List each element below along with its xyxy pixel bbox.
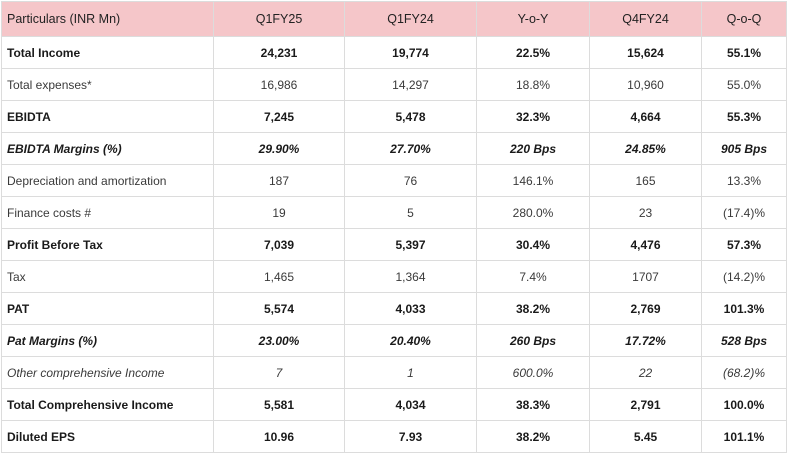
cell-q4fy24: 2,791 — [589, 388, 702, 421]
cell-qoq: (14.2)% — [701, 260, 787, 293]
cell-qoq: 55.3% — [701, 100, 787, 133]
cell-qoq: 13.3% — [701, 164, 787, 197]
cell-q1fy24: 14,297 — [344, 68, 477, 101]
cell-q1fy24: 7.93 — [344, 420, 477, 453]
cell-q1fy25: 187 — [213, 164, 345, 197]
cell-yoy: 38.2% — [476, 292, 590, 325]
cell-yoy: 146.1% — [476, 164, 590, 197]
cell-qoq: 528 Bps — [701, 324, 787, 357]
cell-q1fy25: 1,465 — [213, 260, 345, 293]
cell-q1fy25: 23.00% — [213, 324, 345, 357]
cell-particulars: Depreciation and amortization — [1, 164, 214, 197]
table-row: EBIDTA 7,245 5,478 32.3% 4,664 55.3% — [1, 100, 787, 133]
cell-particulars: Tax — [1, 260, 214, 293]
cell-yoy: 280.0% — [476, 196, 590, 229]
header-q1fy24: Q1FY24 — [344, 1, 477, 37]
cell-q4fy24: 23 — [589, 196, 702, 229]
cell-q4fy24: 22 — [589, 356, 702, 389]
cell-q4fy24: 24.85% — [589, 132, 702, 165]
cell-yoy: 18.8% — [476, 68, 590, 101]
cell-particulars: Total Income — [1, 36, 214, 69]
cell-qoq: 101.1% — [701, 420, 787, 453]
cell-yoy: 220 Bps — [476, 132, 590, 165]
cell-q4fy24: 17.72% — [589, 324, 702, 357]
cell-particulars: Other comprehensive Income — [1, 356, 214, 389]
cell-q1fy24: 1,364 — [344, 260, 477, 293]
cell-q4fy24: 165 — [589, 164, 702, 197]
table-row: PAT 5,574 4,033 38.2% 2,769 101.3% — [1, 292, 787, 325]
cell-qoq: (68.2)% — [701, 356, 787, 389]
cell-q1fy25: 24,231 — [213, 36, 345, 69]
table-row: Depreciation and amortization 187 76 146.1%… — [1, 164, 787, 197]
cell-q1fy25: 5,581 — [213, 388, 345, 421]
cell-q1fy24: 27.70% — [344, 132, 477, 165]
cell-yoy: 38.3% — [476, 388, 590, 421]
cell-particulars: EBIDTA — [1, 100, 214, 133]
header-particulars: Particulars (INR Mn) — [1, 1, 214, 37]
cell-q1fy24: 5,397 — [344, 228, 477, 261]
cell-yoy: 260 Bps — [476, 324, 590, 357]
cell-particulars: Finance costs # — [1, 196, 214, 229]
cell-q4fy24: 15,624 — [589, 36, 702, 69]
cell-q4fy24: 4,476 — [589, 228, 702, 261]
table-row: Diluted EPS 10.96 7.93 38.2% 5.45 101.1% — [1, 420, 787, 453]
cell-q1fy24: 20.40% — [344, 324, 477, 357]
cell-q1fy24: 4,034 — [344, 388, 477, 421]
cell-yoy: 22.5% — [476, 36, 590, 69]
cell-q1fy24: 19,774 — [344, 36, 477, 69]
table-row: Finance costs #19 5 280.0% 23 (17.4)% — [1, 196, 787, 229]
cell-q1fy25: 16,986 — [213, 68, 345, 101]
table-row: Pat Margins (%) 23.00% 20.40% 260 Bps 17.72%… — [1, 324, 787, 357]
cell-q1fy25: 10.96 — [213, 420, 345, 453]
table-row: Total expenses* 16,986 14,297 18.8% 10,960 55… — [1, 68, 787, 101]
cell-q1fy25: 19 — [213, 196, 345, 229]
cell-q1fy24: 4,033 — [344, 292, 477, 325]
cell-qoq: 55.1% — [701, 36, 787, 69]
cell-yoy: 30.4% — [476, 228, 590, 261]
cell-particulars: EBIDTA Margins (%) — [1, 132, 214, 165]
cell-q1fy25: 5,574 — [213, 292, 345, 325]
table-row: EBIDTA Margins (%) 29.90% 27.70% 220 Bps 24.… — [1, 132, 787, 165]
cell-particulars: Total expenses* — [1, 68, 214, 101]
cell-particulars: Diluted EPS — [1, 420, 214, 453]
cell-yoy: 32.3% — [476, 100, 590, 133]
cell-particulars: Total Comprehensive Income — [1, 388, 214, 421]
header-qoq: Q-o-Q — [701, 1, 787, 37]
cell-particulars: Pat Margins (%) — [1, 324, 214, 357]
cell-q4fy24: 1707 — [589, 260, 702, 293]
table-row: Other comprehensive Income 7 1 600.0% 22 (68.… — [1, 356, 787, 389]
cell-yoy: 7.4% — [476, 260, 590, 293]
cell-q1fy24: 5 — [344, 196, 477, 229]
cell-q1fy25: 7 — [213, 356, 345, 389]
cell-qoq: 55.0% — [701, 68, 787, 101]
table-row: Profit Before Tax 7,039 5,397 30.4% 4,476 57.… — [1, 228, 787, 261]
cell-q4fy24: 5.45 — [589, 420, 702, 453]
cell-qoq: (17.4)% — [701, 196, 787, 229]
cell-q1fy24: 76 — [344, 164, 477, 197]
cell-q4fy24: 2,769 — [589, 292, 702, 325]
cell-qoq: 905 Bps — [701, 132, 787, 165]
cell-q1fy25: 7,245 — [213, 100, 345, 133]
header-q1fy25: Q1FY25 — [213, 1, 345, 37]
cell-qoq: 100.0% — [701, 388, 787, 421]
cell-yoy: 600.0% — [476, 356, 590, 389]
header-yoy: Y-o-Y — [476, 1, 590, 37]
cell-qoq: 101.3% — [701, 292, 787, 325]
table-row: Total Comprehensive Income 5,581 4,034 38.3… — [1, 388, 787, 421]
cell-q1fy24: 1 — [344, 356, 477, 389]
cell-q4fy24: 4,664 — [589, 100, 702, 133]
cell-q4fy24: 10,960 — [589, 68, 702, 101]
cell-q1fy24: 5,478 — [344, 100, 477, 133]
table-row: Tax 1,465 1,364 7.4% 1707 (14.2)% — [1, 260, 787, 293]
header-q4fy24: Q4FY24 — [589, 1, 702, 37]
cell-qoq: 57.3% — [701, 228, 787, 261]
cell-yoy: 38.2% — [476, 420, 590, 453]
cell-particulars: Profit Before Tax — [1, 228, 214, 261]
header-row: Particulars (INR Mn) Q1FY25 Q1FY24 Y-o-Y… — [1, 1, 787, 37]
cell-q1fy25: 7,039 — [213, 228, 345, 261]
cell-particulars: PAT — [1, 292, 214, 325]
cell-q1fy25: 29.90% — [213, 132, 345, 165]
table-row: Total Income 24,231 19,774 22.5% 15,624 55.1% — [1, 36, 787, 69]
